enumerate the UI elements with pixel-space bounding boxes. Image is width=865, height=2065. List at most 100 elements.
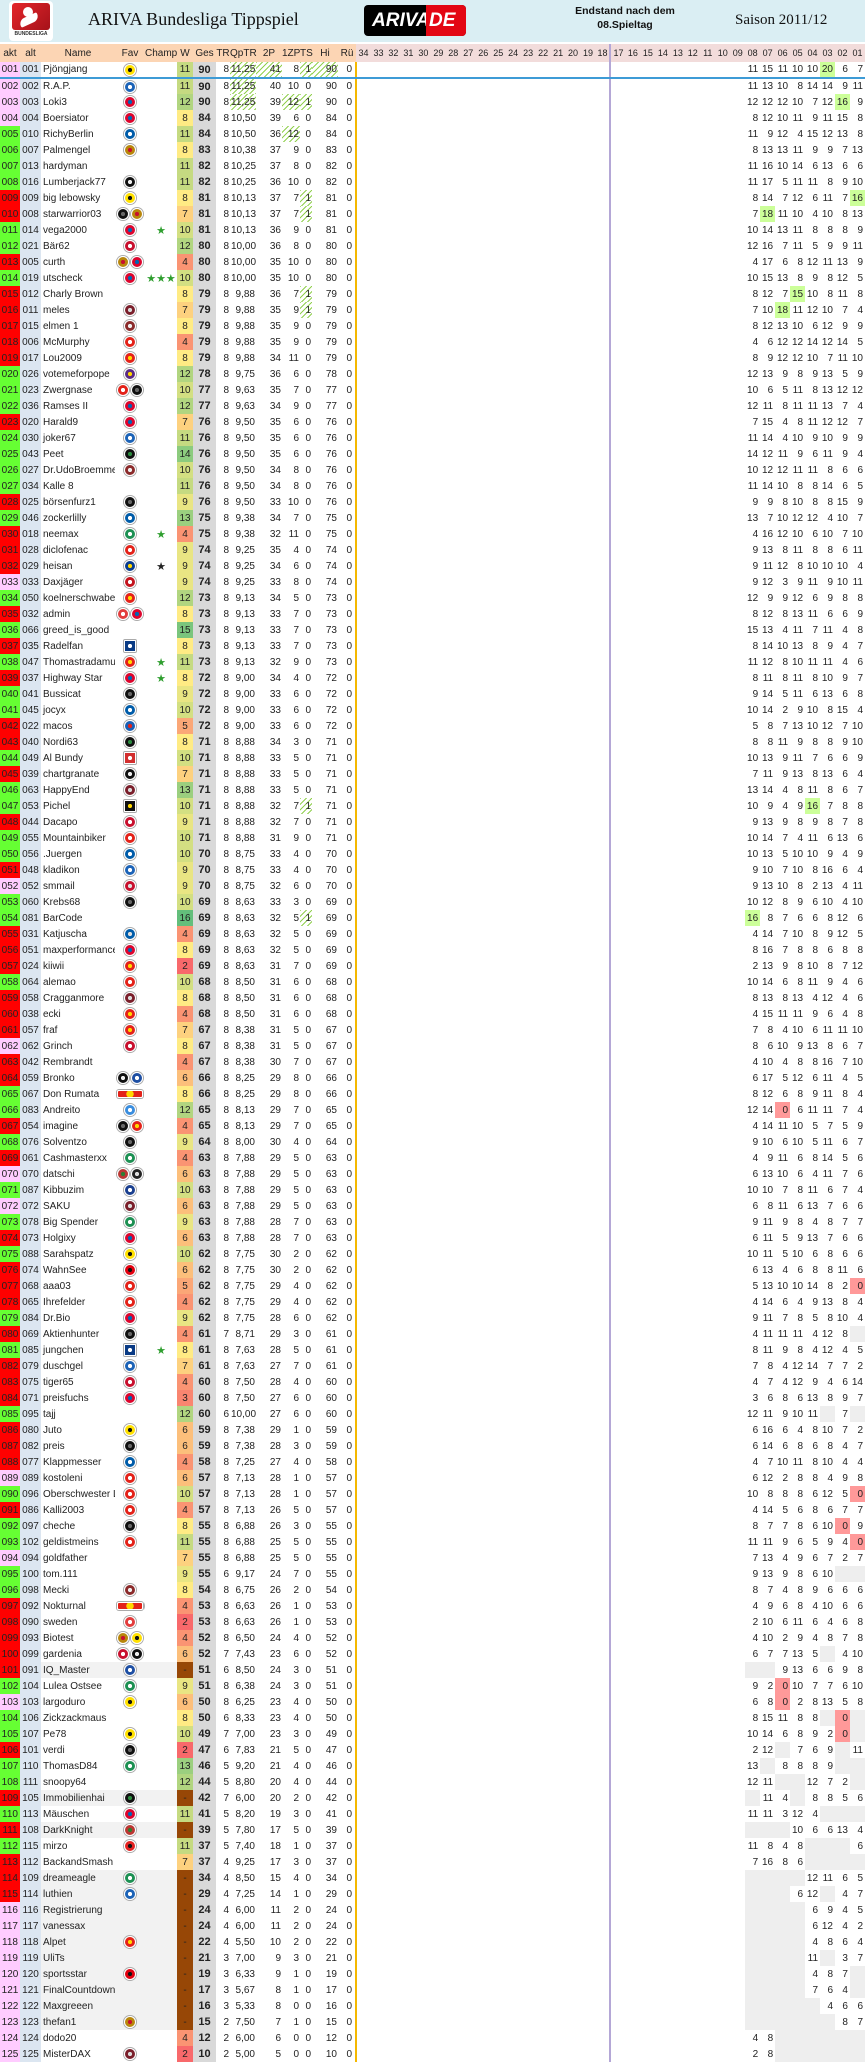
column-header-matchday-02[interactable]: 02 [835, 44, 850, 62]
table-row[interactable]: 061 057 fraf 7 67 8 8,38 31 5 0 67 0 7 8 4 10 6 11 11 10 [0, 1022, 865, 1038]
column-header-matchday-09[interactable]: 09 [730, 44, 746, 62]
table-row[interactable]: 070 070 datschi 6 63 8 7,88 29 5 0 63 0 6 13 10 6 4 11 7 6 [0, 1166, 865, 1182]
cell-name[interactable]: Cashmasterxx [43, 1152, 107, 1164]
table-row[interactable]: 059 058 Cragganmore 8 68 8 8,50 31 6 0 68 0 8 13 8 13 4 1… [0, 990, 865, 1006]
table-row[interactable]: 053 060 Krebs68 10 69 8 8,63 33 3 0 69 0 10 12 8 9 6 10 4 1… [0, 894, 865, 910]
cell-name[interactable]: Ihrefelder [43, 1296, 86, 1308]
table-row[interactable]: 025 043 Peet 14 76 8 9,50 35 6 0 76 0 14 12 11 9 6 11 9 4 [0, 446, 865, 462]
table-row[interactable]: 027 034 Kalle 8 11 76 8 9,50 34 8 0 76 0 11 14 10 8 8 14 6… [0, 478, 865, 494]
cell-name[interactable]: maxperformance [43, 944, 115, 956]
cell-name[interactable]: Kalli2003 [43, 1504, 85, 1516]
cell-name[interactable]: Rembrandt [43, 1056, 93, 1068]
cell-name[interactable]: chartgranate [43, 768, 100, 780]
table-row[interactable]: 082 079 duschgel 7 61 8 7,63 27 7 0 61 0 7 8 4 12 14 7 7 2 [0, 1358, 865, 1374]
table-row[interactable]: 096 098 Mecki 8 54 8 6,75 26 2 0 54 0 8 7 4 8 9 6 6 6 [0, 1582, 865, 1598]
cell-name[interactable]: diclofenac [43, 544, 89, 556]
cell-name[interactable]: vega2000 [43, 224, 87, 236]
cell-name[interactable]: Andreito [43, 1104, 81, 1116]
cell-name[interactable]: aaa03 [43, 1280, 71, 1292]
cell-name[interactable]: preisfuchs [43, 1392, 89, 1404]
table-row[interactable]: 089 089 kostoleni 6 57 8 7,13 28 1 0 57 0 6 12 2 8 8 4 9 8 [0, 1470, 865, 1486]
column-header-matchday-08[interactable]: 08 [745, 44, 761, 62]
table-row[interactable]: 021 023 Zwergnase 10 77 8 9,63 35 7 0 77 0 10 6 5 11 8 13… [0, 382, 865, 398]
cell-name[interactable]: Katjuscha [43, 928, 87, 940]
cell-name[interactable]: Loki3 [43, 96, 67, 108]
table-row[interactable]: 078 065 Ihrefelder 4 62 8 7,75 29 4 0 62 0 4 14 6 4 9 13 8… [0, 1294, 865, 1310]
table-row[interactable]: 003 003 Loki3 12 90 8 11,25 39 12 1 90 0 12 12 12 10 7 12… [0, 94, 865, 110]
column-header-matchday-23[interactable]: 23 [520, 44, 536, 62]
column-header-fav[interactable]: Fav [115, 44, 145, 62]
cell-name[interactable]: Lumberjack77 [43, 176, 106, 188]
cell-name[interactable]: Mecki [43, 1584, 70, 1596]
cell-name[interactable]: Sarahspatz [43, 1248, 94, 1260]
cell-name[interactable]: Krebs68 [43, 896, 81, 908]
table-row[interactable]: 013 005 curth 4 80 8 10,00 35 10 0 80 0 4 17 6 8 12 11 13 9 [0, 254, 865, 270]
column-header-matchday-25[interactable]: 25 [490, 44, 506, 62]
cell-name[interactable]: goldfather [43, 1552, 88, 1564]
cell-name[interactable]: imagine [43, 1120, 79, 1132]
cell-name[interactable]: neemax [43, 528, 79, 540]
cell-name[interactable]: Solventzo [43, 1136, 87, 1148]
cell-name[interactable]: Big Spender [43, 1216, 99, 1228]
table-row[interactable]: 094 094 goldfather 7 55 8 6,88 25 5 0 55 0 7 13 4 9 6 7 2 7 [0, 1550, 865, 1566]
cell-name[interactable]: Mountainbiker [43, 832, 106, 844]
column-header-matchday-18[interactable]: 18 [595, 44, 611, 62]
table-row[interactable]: 064 059 Bronko 6 66 8 8,25 29 8 0 66 0 6 17 5 12 6 11 4 5 [0, 1070, 865, 1086]
cell-name[interactable]: Daxjäger [43, 576, 84, 588]
cell-name[interactable]: WahnSee [43, 1264, 87, 1276]
column-header-champ[interactable]: Champ [145, 44, 177, 62]
table-row[interactable]: 045 039 chartgranate 7 71 8 8,88 33 5 0 71 0 7 11 9 13 8… [0, 766, 865, 782]
cell-name[interactable]: R.A.P. [43, 81, 71, 92]
table-row[interactable]: 051 048 kladikon 9 70 8 8,75 33 4 0 70 0 9 10 7 10 8 16 6 4 [0, 862, 865, 878]
table-row[interactable]: 024 030 joker67 11 76 8 9,50 35 6 0 76 0 11 14 4 10 9 10 9… [0, 430, 865, 446]
cell-name[interactable]: Dr.UdoBroemme [43, 464, 115, 476]
table-row[interactable]: 080 069 Aktienhunter 4 61 7 8,71 29 3 0 61 0 4 11 11 11… [0, 1326, 865, 1342]
table-row[interactable]: 055 031 Katjuscha 4 69 8 8,63 32 5 0 69 0 4 14 7 10 8 9 12… [0, 926, 865, 942]
column-header-matchday-27[interactable]: 27 [460, 44, 476, 62]
table-row[interactable]: 020 026 votemeforpope 12 78 8 9,75 36 6 0 78 0 12 13 9… [0, 366, 865, 382]
cell-name[interactable]: Harald9 [43, 416, 79, 428]
cell-name[interactable]: Biotest [43, 1632, 74, 1644]
column-header-w[interactable]: W [177, 44, 193, 62]
cell-name[interactable]: datschi [43, 1168, 75, 1180]
column-header-ges[interactable]: Ges [193, 44, 216, 62]
cell-name[interactable]: Kibbuzim [43, 1184, 85, 1196]
cell-name[interactable]: Charly Brown [43, 288, 104, 300]
cell-name[interactable]: joker67 [43, 432, 76, 444]
table-row[interactable]: 058 064 alemao 10 68 8 8,50 31 6 0 68 0 10 14 6 8 11 9 4 6 [0, 974, 865, 990]
table-row[interactable]: 071 087 Kibbuzim 10 63 8 7,88 29 5 0 63 0 10 10 7 8 11 6 7… [0, 1182, 865, 1198]
table-row[interactable]: 085 095 tajj 12 60 6 10,00 27 6 0 60 0 12 11 9 10 11 7 [0, 1406, 865, 1422]
table-row[interactable]: 062 062 Grinch 8 67 8 8,38 31 5 0 67 0 8 6 10 9 13 8 6 7 [0, 1038, 865, 1054]
cell-name[interactable]: duschgel [43, 1360, 84, 1372]
cell-name[interactable]: RichyBerlin [43, 128, 94, 140]
column-header-matchday-32[interactable]: 32 [385, 44, 401, 62]
column-header-matchday-05[interactable]: 05 [790, 44, 806, 62]
cell-name[interactable]: tajj [43, 1408, 56, 1420]
cell-name[interactable]: elmen 1 [43, 320, 79, 332]
column-header-matchday-07[interactable]: 07 [760, 44, 776, 62]
table-row[interactable]: 050 056 .Juergen 10 70 8 8,75 33 4 0 70 0 10 13 5 10 10 9… [0, 846, 865, 862]
cell-name[interactable]: jocyx [43, 704, 66, 716]
table-row[interactable]: 079 084 Dr.Bio 9 62 8 7,75 28 6 0 62 0 9 11 7 8 5 8 10 4 [0, 1310, 865, 1326]
cell-name[interactable]: BarCode [43, 912, 83, 924]
table-row[interactable]: 017 015 elmen 1 8 79 8 9,88 35 9 0 79 0 8 12 13 10 6 12 9 9 [0, 318, 865, 334]
column-header-ts[interactable]: TS [300, 44, 313, 62]
table-row[interactable]: 016 011 meles 7 79 8 9,88 35 9 1 79 0 7 10 18 11 12 10 7 4 [0, 302, 865, 318]
cell-name[interactable]: zockerlilly [43, 512, 87, 524]
column-header-matchday-19[interactable]: 19 [580, 44, 596, 62]
table-row[interactable]: 041 045 jocyx 10 72 8 9,00 33 6 0 72 0 10 14 2 9 10 8 15 4 [0, 702, 865, 718]
cell-name[interactable]: smmail [43, 880, 75, 892]
cell-name[interactable]: Oberschwester Lydia [43, 1488, 115, 1500]
column-header-matchday-11[interactable]: 11 [700, 44, 716, 62]
cell-name[interactable]: tom.111 [43, 1568, 78, 1580]
table-row[interactable]: 030 018 neemax ★ 4 75 8 9,38 32 11 0 75 0 4 16 12 10 6 10 7… [0, 526, 865, 542]
table-row[interactable]: 037 035 Radelfan 8 73 8 9,13 33 7 0 73 0 8 14 10 13 8 9 4 7 [0, 638, 865, 654]
cell-name[interactable]: Highway Star [43, 672, 103, 684]
table-row[interactable]: 014 019 utscheck ★★★ 10 80 8 10,00 35 10 0 80 0 10 15 1… [0, 270, 865, 286]
cell-name[interactable]: ecki [43, 1008, 61, 1020]
table-row[interactable]: 086 080 Juto 6 59 8 7,38 29 1 0 59 0 6 16 6 4 8 10 7 2 [0, 1422, 865, 1438]
table-row[interactable]: 035 032 admin 8 73 8 9,13 33 7 0 73 0 8 12 8 13 11 6 6 9 [0, 606, 865, 622]
table-row[interactable]: 043 040 Nordi63 8 71 8 8,88 34 3 0 71 0 8 8 11 9 8 8 9 10 [0, 734, 865, 750]
cell-name[interactable]: Boersiator [43, 112, 89, 124]
